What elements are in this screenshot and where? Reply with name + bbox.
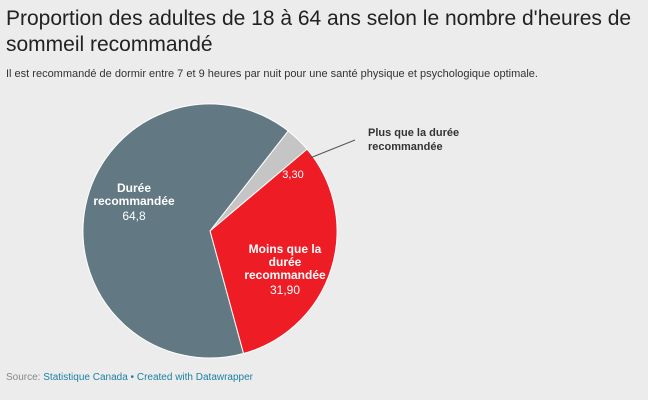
- pie-slice-2[interactable]: [82, 103, 289, 359]
- label-plus-line1: Plus que la durée: [368, 127, 459, 139]
- label-duree-line1: Durée: [117, 181, 151, 195]
- label-moins-line2: durée: [269, 255, 302, 269]
- pie-slices: [82, 103, 338, 359]
- label-plus-value: 3,30: [282, 169, 303, 181]
- label-moins-value: 31,90: [270, 283, 300, 297]
- label-duree-value: 64,8: [122, 209, 146, 223]
- footer-separator: •: [130, 372, 135, 383]
- label-plus-line2: recommandée: [368, 141, 443, 153]
- source-prefix: Source:: [6, 372, 41, 383]
- credit-link[interactable]: Created with Datawrapper: [136, 372, 254, 383]
- pie-slice-1[interactable]: [209, 148, 338, 355]
- label-moins-line3: recommandée: [244, 268, 326, 282]
- source-link[interactable]: Statistique Canada: [43, 372, 128, 383]
- label-moins-line1: Moins que la: [249, 242, 322, 256]
- chart-footer: Source: Statistique Canada • Created wit…: [6, 372, 253, 383]
- plus-leader-line: [309, 139, 356, 159]
- chart-title: Proportion des adultes de 18 à 64 ans se…: [6, 7, 632, 56]
- label-duree-line2: recommandée: [93, 194, 175, 208]
- chart-subtitle: Il est recommandé de dormir entre 7 et 9…: [6, 68, 538, 80]
